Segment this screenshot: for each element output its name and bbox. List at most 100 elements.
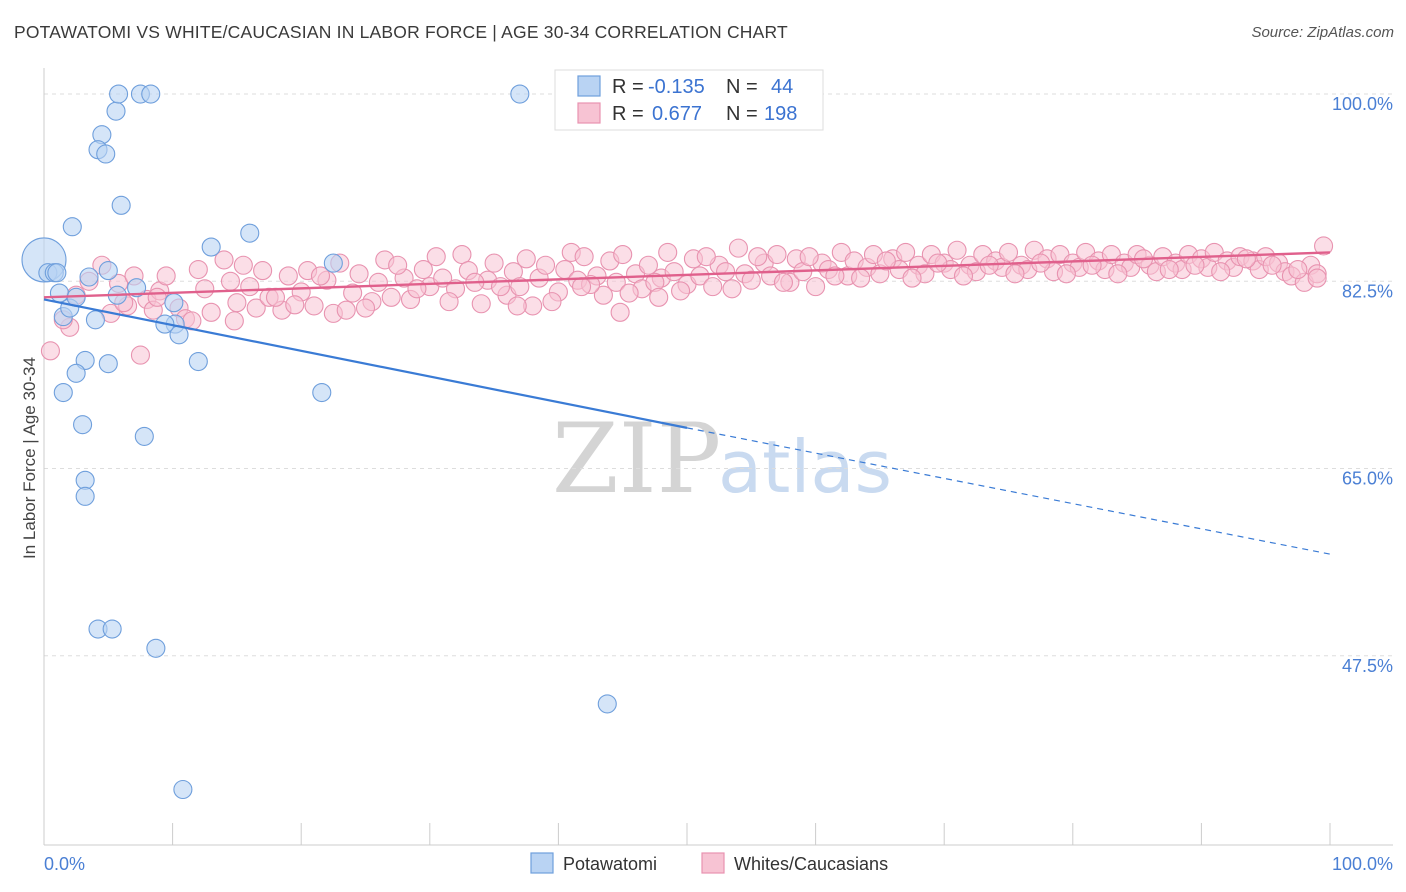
point-whites-caucasians-26 — [278, 266, 298, 286]
bottom-legend-label-whites-caucasians: Whites/Caucasians — [734, 854, 888, 874]
point-whites-caucasians-198 — [147, 287, 167, 307]
point-potawatomi-41 — [146, 638, 166, 658]
point-whites-caucasians-16 — [195, 279, 215, 299]
point-whites-caucasians-106 — [947, 240, 967, 260]
point-whites-caucasians-70 — [638, 255, 658, 275]
point-whites-caucasians-158 — [336, 300, 356, 320]
point-whites-caucasians-199 — [224, 311, 244, 331]
point-whites-caucasians-85 — [767, 244, 787, 265]
point-whites-caucasians-170 — [696, 247, 716, 267]
point-whites-caucasians-46 — [452, 244, 472, 265]
point-whites-caucasians-29 — [304, 296, 324, 316]
point-whites-caucasians-38 — [381, 287, 401, 307]
point-potawatomi-16 — [109, 84, 129, 104]
point-whites-caucasians-154 — [233, 255, 253, 275]
point-whites-caucasians-89 — [806, 277, 826, 297]
y-tick-labels: 47.5% 65.0% 82.5% 100.0% — [1332, 94, 1393, 676]
point-potawatomi-25 — [53, 383, 73, 403]
point-whites-caucasians-18 — [214, 250, 234, 270]
point-whites-caucasians-80 — [728, 238, 748, 258]
point-potawatomi-19 — [111, 195, 131, 215]
point-whites-caucasians-15 — [188, 259, 208, 280]
legend-r-label-1: R = — [612, 76, 644, 98]
point-whites-caucasians-188 — [1159, 259, 1179, 280]
y-tick-label-0: 47.5% — [1342, 656, 1393, 676]
point-potawatomi-44 — [510, 84, 530, 104]
point-whites-caucasians-190 — [1211, 262, 1231, 282]
point-whites-caucasians-196 — [610, 302, 630, 322]
point-whites-caucasians-54 — [516, 249, 536, 269]
point-potawatomi-15 — [106, 101, 126, 121]
point-whites-caucasians-21 — [240, 277, 260, 297]
legend-r-value-1: -0.135 — [648, 76, 705, 98]
point-whites-caucasians-100 — [896, 242, 916, 262]
point-whites-caucasians-8 — [130, 345, 150, 365]
point-whites-caucasians-112 — [998, 242, 1019, 262]
point-whites-caucasians-195 — [571, 277, 592, 297]
point-potawatomi-30 — [188, 351, 208, 372]
grid-lines — [44, 93, 1393, 657]
point-whites-caucasians-159 — [355, 298, 376, 318]
trend-potawatomi-solid — [43, 298, 688, 429]
point-potawatomi-24 — [66, 363, 86, 383]
point-whites-caucasians-22 — [246, 298, 266, 318]
point-potawatomi-18 — [141, 84, 161, 104]
y-axis-label: In Labor Force | Age 30-34 — [20, 357, 39, 559]
point-whites-caucasians-192 — [1262, 255, 1282, 275]
trend-lines — [43, 251, 1331, 555]
point-potawatomi-14 — [96, 144, 116, 164]
chart-source: Source: ZipAtlas.com — [1251, 24, 1394, 41]
point-whites-caucasians-169 — [671, 281, 691, 301]
point-whites-caucasians-43 — [426, 247, 446, 267]
point-whites-caucasians-157 — [310, 266, 331, 286]
point-whites-caucasians-186 — [1108, 264, 1128, 284]
legend-r-value-2: 0.677 — [652, 103, 702, 125]
point-whites-caucasians-160 — [388, 255, 408, 275]
point-whites-caucasians-19 — [220, 271, 241, 291]
point-whites-caucasians-178 — [902, 268, 922, 288]
point-whites-caucasians-161 — [407, 279, 427, 299]
point-whites-caucasians-165 — [542, 292, 562, 312]
point-potawatomi-35 — [164, 293, 184, 313]
legend-n-value-1: 44 — [771, 76, 793, 98]
watermark-atlas: atlas — [718, 425, 892, 509]
point-potawatomi-3 — [47, 263, 67, 283]
point-whites-caucasians-174 — [799, 247, 819, 267]
point-whites-caucasians-185 — [1082, 255, 1102, 275]
point-potawatomi-33 — [312, 383, 332, 403]
point-whites-caucasians-50 — [484, 253, 504, 273]
point-whites-caucasians-194 — [1307, 268, 1327, 288]
legend-r-label-2: R = — [612, 103, 644, 125]
point-whites-caucasians-0 — [40, 341, 60, 361]
point-whites-caucasians-189 — [1185, 255, 1205, 275]
point-whites-caucasians-179 — [928, 253, 948, 273]
point-whites-caucasians-48 — [471, 294, 491, 314]
chart-title: POTAWATOMI VS WHITE/CAUCASIAN IN LABOR F… — [14, 22, 788, 42]
x-tick-label-0: 0.0% — [44, 854, 85, 874]
point-potawatomi-38 — [75, 486, 95, 506]
point-whites-caucasians-57 — [535, 255, 556, 275]
x-tick-labels: 0.0% 100.0% — [44, 854, 1393, 874]
bottom-legend-label-potawatomi: Potawatomi — [563, 854, 657, 874]
point-whites-caucasians-180 — [953, 266, 974, 286]
point-whites-caucasians-67 — [613, 244, 633, 265]
point-whites-caucasians-34 — [349, 264, 369, 284]
point-potawatomi-27 — [134, 426, 154, 446]
legend-box: R = -0.135 N = 44 R = 0.677 N = 198 — [554, 69, 824, 131]
point-whites-caucasians-82 — [741, 270, 761, 290]
y-tick-label-1: 65.0% — [1342, 469, 1393, 489]
point-potawatomi-11 — [98, 261, 118, 281]
point-whites-caucasians-23 — [253, 261, 273, 281]
point-whites-caucasians-36 — [368, 272, 388, 292]
point-potawatomi-10 — [85, 310, 105, 330]
point-whites-caucasians-156 — [285, 295, 305, 315]
legend-n-label-2: N = — [726, 103, 758, 125]
point-whites-caucasians-33 — [343, 283, 363, 303]
axes — [43, 68, 1393, 846]
bottom-legend-swatch-whites-caucasians — [701, 852, 725, 874]
point-whites-caucasians-17 — [201, 302, 221, 322]
point-whites-caucasians-173 — [773, 272, 794, 292]
point-whites-caucasians-191 — [1236, 249, 1256, 269]
point-potawatomi-20 — [127, 278, 147, 298]
point-potawatomi-40 — [102, 619, 122, 639]
